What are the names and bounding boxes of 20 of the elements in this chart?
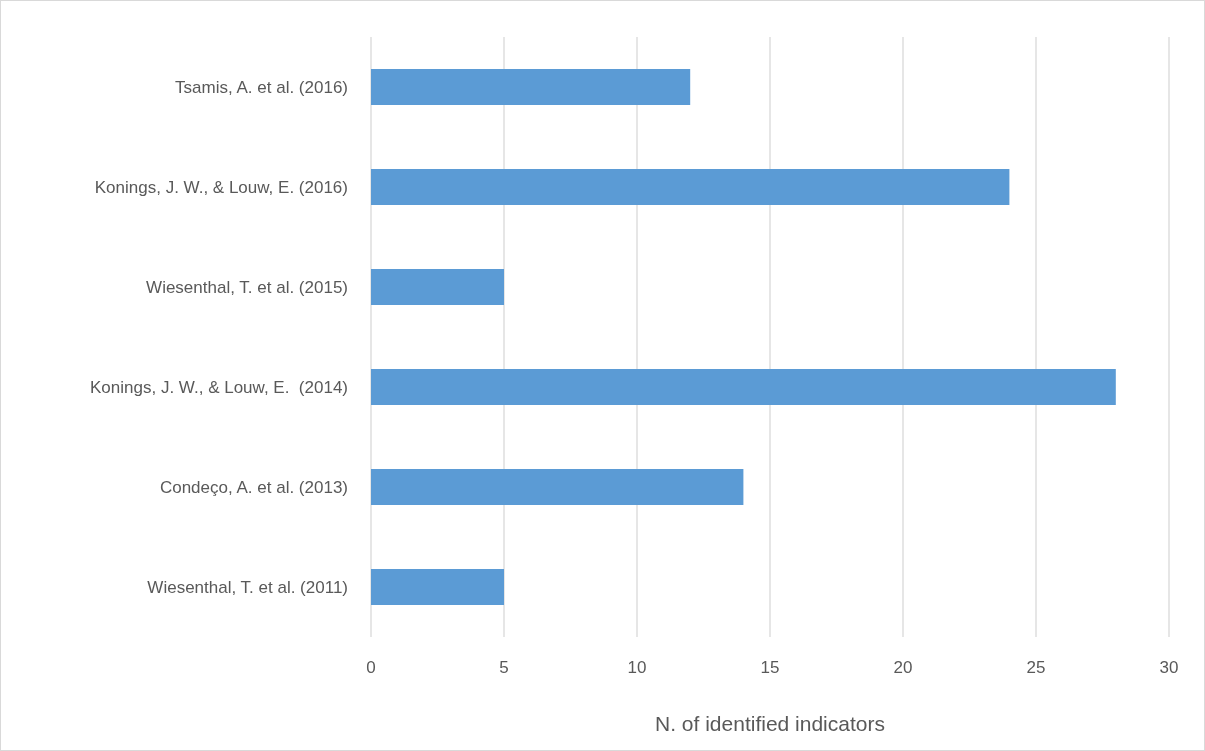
x-tick-label: 20 xyxy=(893,658,913,677)
bar xyxy=(371,469,744,505)
y-tick-label: Wiesenthal, T. et al. (2015) xyxy=(146,277,348,297)
x-axis-title: N. of identified indicators xyxy=(655,712,885,735)
y-tick-label: Wiesenthal, T. et al. (2011) xyxy=(147,577,348,597)
x-tick-label: 30 xyxy=(1159,658,1179,677)
bar xyxy=(371,269,504,305)
bar xyxy=(371,569,504,605)
y-tick-label: Konings, J. W., & Louw, E. (2016) xyxy=(94,177,348,197)
bar xyxy=(371,69,691,105)
bar xyxy=(371,369,1116,405)
y-tick-label: Condeço, A. et al. (2013) xyxy=(159,477,348,497)
x-tick-label: 0 xyxy=(366,658,376,677)
y-tick-label: Tsamis, A. et al. (2016) xyxy=(175,77,348,97)
bar xyxy=(371,169,1010,205)
x-tick-label: 25 xyxy=(1026,658,1046,677)
x-tick-label: 15 xyxy=(760,658,780,677)
x-tick-label: 10 xyxy=(627,658,647,677)
y-tick-label: Konings, J. W., & Louw, E. (2014) xyxy=(90,377,348,397)
x-tick-label: 5 xyxy=(499,658,509,677)
